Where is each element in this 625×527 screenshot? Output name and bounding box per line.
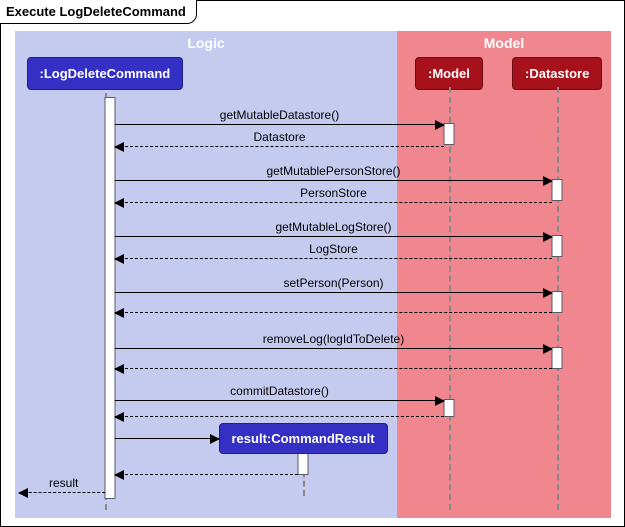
message-12	[115, 457, 298, 475]
message-4-label: getMutableLogStore()	[275, 220, 391, 234]
participant-result: result:CommandResult	[219, 423, 388, 454]
region-logic-label: Logic	[187, 35, 224, 51]
activation-2	[552, 179, 563, 201]
participant-cmd: :LogDeleteCommand	[27, 57, 184, 90]
activation-3	[552, 235, 563, 257]
message-10-label: commitDatastore()	[230, 384, 329, 398]
message-4: getMutableLogStore()	[115, 219, 552, 237]
message-5: LogStore	[115, 241, 552, 259]
message-create-result	[115, 421, 219, 439]
message-9	[115, 351, 552, 369]
message-0-label: getMutableDatastore()	[220, 108, 339, 122]
activation-7	[298, 453, 309, 475]
message-11	[115, 399, 444, 417]
message-3-label: PersonStore	[300, 186, 367, 200]
message-2: getMutablePersonStore()	[115, 163, 552, 181]
message-8-label: removeLog(logIdToDelete)	[263, 332, 404, 346]
participant-ds: :Datastore	[512, 57, 602, 90]
activation-0	[105, 97, 116, 499]
activation-4	[552, 291, 563, 313]
message-final-return: result	[19, 475, 105, 493]
message-0: getMutableDatastore()	[115, 107, 444, 125]
message-1-label: Datastore	[253, 130, 305, 144]
message-6-label: setPerson(Person)	[283, 276, 383, 290]
sequence-diagram-frame: Execute LogDeleteCommand Logic Model :Lo…	[0, 0, 625, 527]
message-1: Datastore	[115, 129, 444, 147]
message-3: PersonStore	[115, 185, 552, 203]
activation-6	[444, 399, 455, 417]
frame-title: Execute LogDeleteCommand	[0, 0, 197, 24]
activation-5	[552, 347, 563, 369]
message-5-label: LogStore	[309, 242, 358, 256]
message-final-return-label: result	[49, 476, 78, 490]
message-7	[115, 295, 552, 313]
activation-1	[444, 123, 455, 145]
message-8: removeLog(logIdToDelete)	[115, 331, 552, 349]
message-2-label: getMutablePersonStore()	[266, 164, 400, 178]
participant-model: :Model	[415, 57, 483, 90]
message-6: setPerson(Person)	[115, 275, 552, 293]
region-model-label: Model	[484, 35, 524, 51]
